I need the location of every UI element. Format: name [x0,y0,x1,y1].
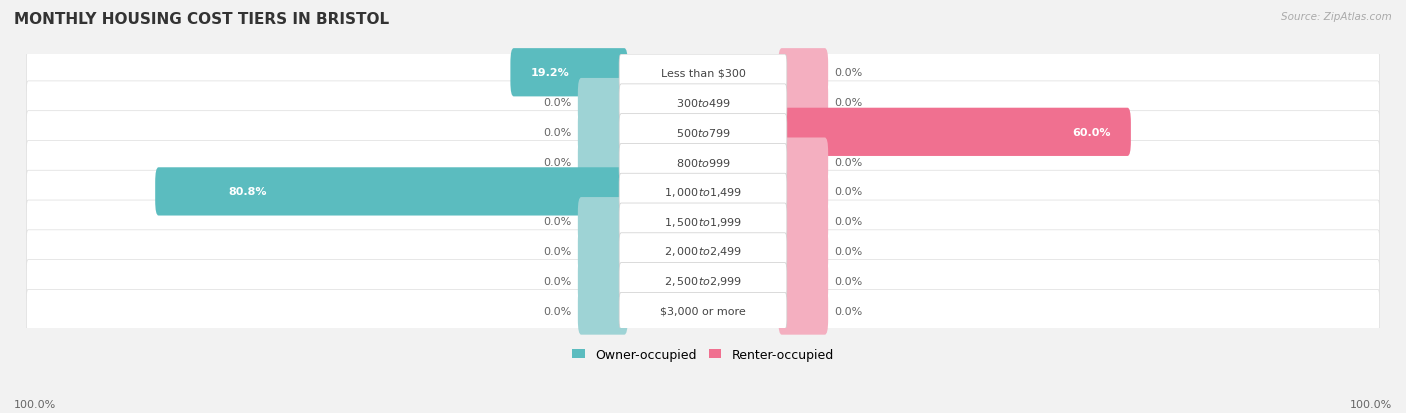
Text: 0.0%: 0.0% [543,247,571,256]
Text: 0.0%: 0.0% [835,68,863,78]
FancyBboxPatch shape [27,230,1379,273]
FancyBboxPatch shape [779,49,828,97]
Text: 0.0%: 0.0% [835,187,863,197]
Legend: Owner-occupied, Renter-occupied: Owner-occupied, Renter-occupied [568,343,838,366]
Text: 0.0%: 0.0% [835,98,863,108]
FancyBboxPatch shape [578,197,627,246]
FancyBboxPatch shape [27,201,1379,243]
FancyBboxPatch shape [578,138,627,186]
FancyBboxPatch shape [779,287,828,335]
FancyBboxPatch shape [779,138,828,186]
FancyBboxPatch shape [779,168,828,216]
FancyBboxPatch shape [619,174,787,210]
Text: 0.0%: 0.0% [543,276,571,286]
FancyBboxPatch shape [578,109,627,157]
FancyBboxPatch shape [155,168,627,216]
Text: 0.0%: 0.0% [835,276,863,286]
FancyBboxPatch shape [510,49,627,97]
FancyBboxPatch shape [27,82,1379,124]
FancyBboxPatch shape [619,233,787,270]
FancyBboxPatch shape [27,290,1379,332]
Text: 100.0%: 100.0% [1350,399,1392,409]
Text: $2,000 to $2,499: $2,000 to $2,499 [664,245,742,258]
FancyBboxPatch shape [779,79,828,127]
Text: 19.2%: 19.2% [530,68,569,78]
FancyBboxPatch shape [619,55,787,91]
FancyBboxPatch shape [27,52,1379,94]
FancyBboxPatch shape [619,85,787,121]
FancyBboxPatch shape [578,257,627,305]
Text: 0.0%: 0.0% [835,157,863,167]
Text: 0.0%: 0.0% [835,306,863,316]
Text: $2,500 to $2,999: $2,500 to $2,999 [664,275,742,287]
Text: MONTHLY HOUSING COST TIERS IN BRISTOL: MONTHLY HOUSING COST TIERS IN BRISTOL [14,12,389,27]
FancyBboxPatch shape [578,79,627,127]
Text: 0.0%: 0.0% [543,306,571,316]
Text: 0.0%: 0.0% [543,217,571,227]
FancyBboxPatch shape [779,257,828,305]
FancyBboxPatch shape [578,227,627,275]
FancyBboxPatch shape [27,112,1379,154]
FancyBboxPatch shape [779,109,1130,157]
FancyBboxPatch shape [619,144,787,180]
FancyBboxPatch shape [578,287,627,335]
Text: $300 to $499: $300 to $499 [675,97,731,109]
FancyBboxPatch shape [619,263,787,299]
Text: Less than $300: Less than $300 [661,68,745,78]
Text: 60.0%: 60.0% [1071,128,1111,138]
Text: 80.8%: 80.8% [228,187,267,197]
Text: 0.0%: 0.0% [543,98,571,108]
Text: 0.0%: 0.0% [543,128,571,138]
Text: Source: ZipAtlas.com: Source: ZipAtlas.com [1281,12,1392,22]
Text: 100.0%: 100.0% [14,399,56,409]
Text: $1,500 to $1,999: $1,500 to $1,999 [664,215,742,228]
FancyBboxPatch shape [619,293,787,329]
Text: 0.0%: 0.0% [543,157,571,167]
FancyBboxPatch shape [27,141,1379,183]
Text: $800 to $999: $800 to $999 [675,156,731,168]
FancyBboxPatch shape [779,197,828,246]
Text: 0.0%: 0.0% [835,217,863,227]
Text: $500 to $799: $500 to $799 [675,126,731,138]
FancyBboxPatch shape [27,171,1379,213]
FancyBboxPatch shape [619,204,787,240]
FancyBboxPatch shape [27,260,1379,302]
Text: 0.0%: 0.0% [835,247,863,256]
Text: $1,000 to $1,499: $1,000 to $1,499 [664,185,742,198]
FancyBboxPatch shape [619,114,787,151]
Text: $3,000 or more: $3,000 or more [661,306,745,316]
FancyBboxPatch shape [779,227,828,275]
